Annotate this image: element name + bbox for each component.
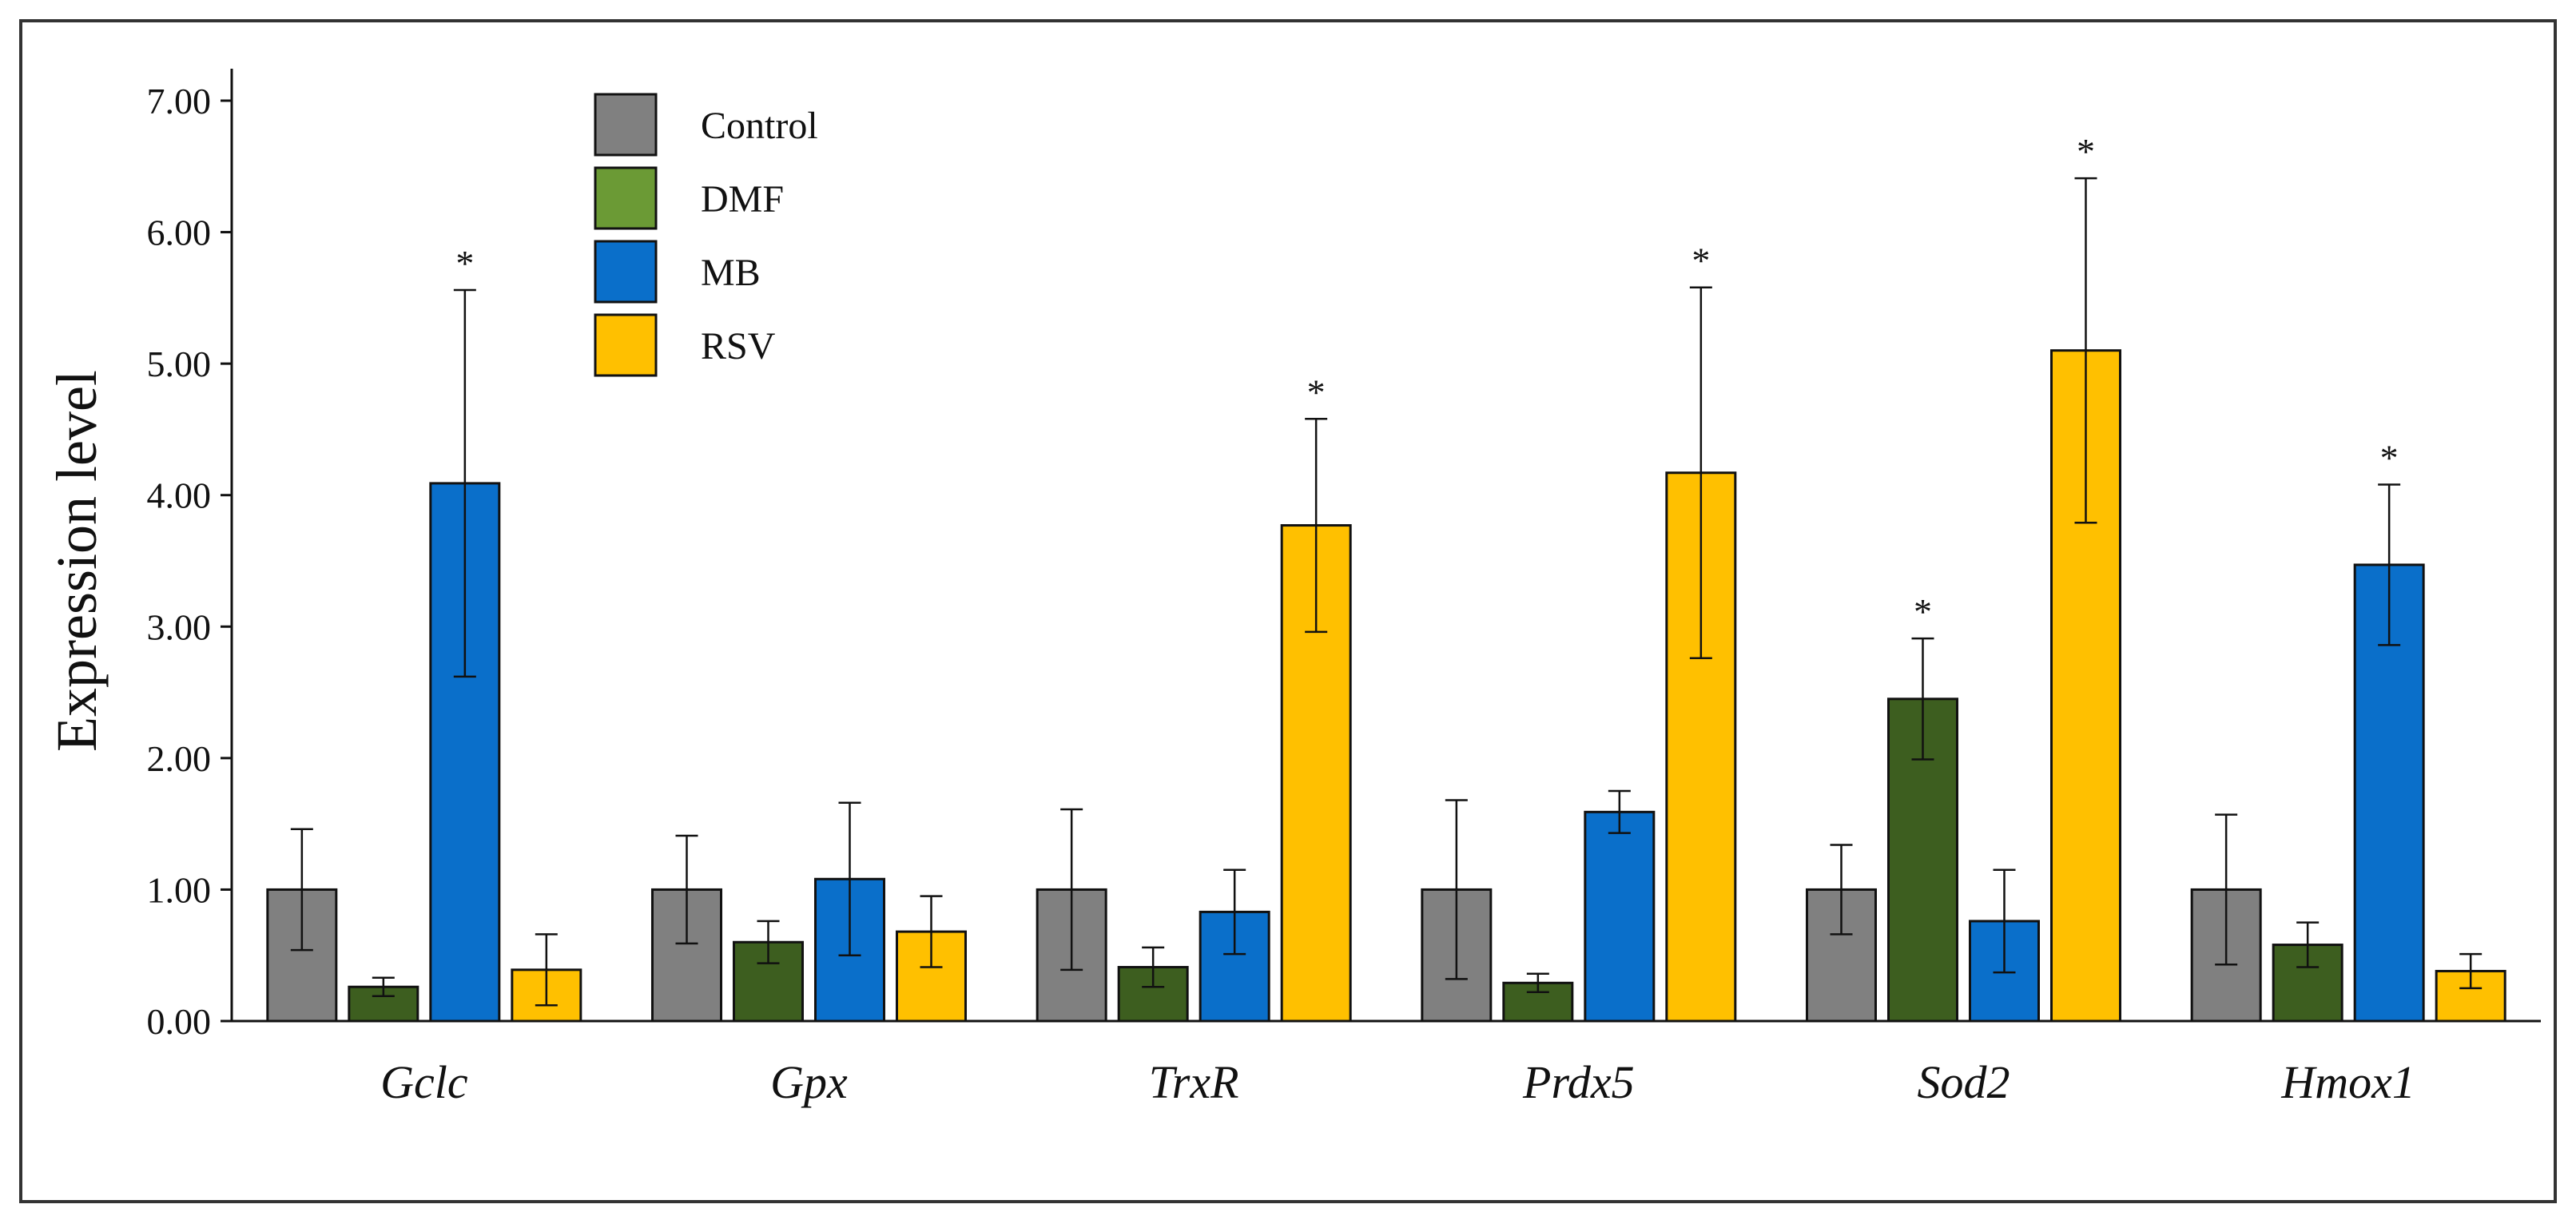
legend-label-rsv: RSV — [701, 325, 776, 368]
category-label-sod2: Sod2 — [1918, 1056, 2010, 1108]
category-label-prdx5: Prdx5 — [1522, 1056, 1635, 1108]
legend-swatch-control — [594, 93, 658, 157]
y-tick-label: 2.00 — [147, 738, 212, 779]
legend-swatch-dmf — [594, 166, 658, 230]
legend-swatch-mb — [594, 240, 658, 304]
y-tick-label: 0.00 — [147, 1001, 212, 1042]
y-tick-label: 6.00 — [147, 213, 212, 253]
category-label-gpx: Gpx — [770, 1056, 848, 1108]
legend-label-control: Control — [701, 105, 818, 147]
legend-label-mb: MB — [701, 252, 761, 294]
plot-area: 0.00 1.00 2.00 3.00 4.00 5.00 6.00 7.00 Expressi… — [45, 69, 2541, 1108]
legend-label-dmf: DMF — [701, 178, 784, 221]
significance-marker: * — [1691, 240, 1710, 281]
significance-marker: * — [1914, 591, 1932, 632]
significance-marker: * — [1307, 372, 1326, 412]
bar-mb-prdx5 — [1584, 810, 1656, 1023]
y-tick-label: 4.00 — [147, 475, 212, 516]
significance-marker: * — [2077, 131, 2095, 172]
category-label-trxr: TrxR — [1149, 1056, 1239, 1108]
significance-marker: * — [455, 243, 474, 284]
y-tick-label: 7.00 — [147, 81, 212, 121]
y-tick-label: 3.00 — [147, 606, 212, 647]
bar-dmf-prdx5 — [1502, 981, 1574, 1023]
y-tick-label: 1.00 — [147, 869, 212, 910]
y-axis-label: Expression level — [45, 370, 109, 752]
category-label-hmox1: Hmox1 — [2280, 1056, 2415, 1108]
legend-swatch-rsv — [594, 313, 658, 377]
significance-marker: * — [2380, 438, 2399, 479]
y-tick-label: 5.00 — [147, 344, 212, 384]
category-label-gclc: Gclc — [380, 1056, 468, 1108]
